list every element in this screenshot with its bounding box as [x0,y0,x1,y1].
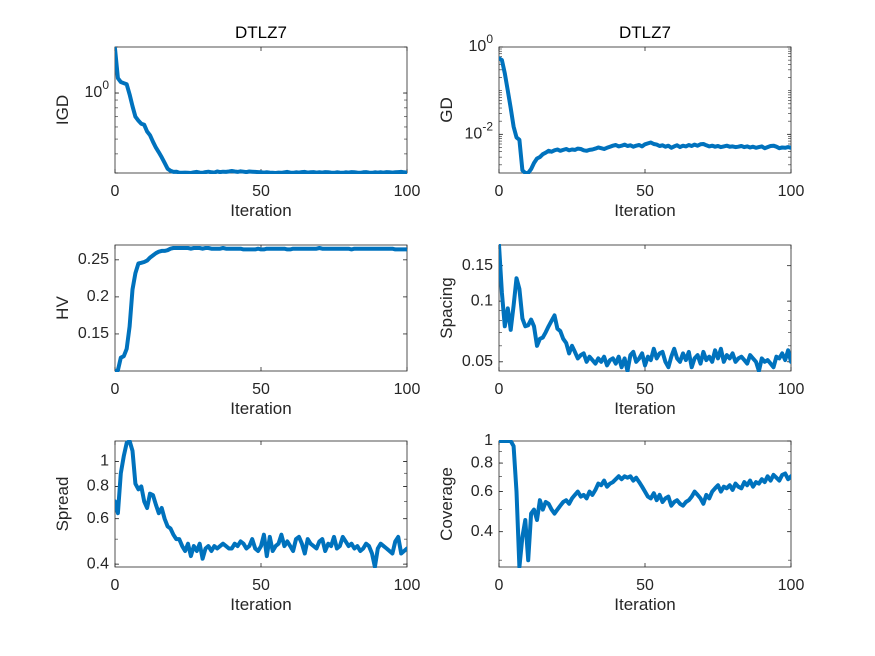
y-axis-label: GD [437,97,456,123]
y-tick-label: 0.05 [462,353,493,370]
x-tick-label: 0 [495,577,504,594]
y-tick-label: 0.4 [87,555,109,572]
y-axis-label: Coverage [437,467,456,541]
x-axis-label: Iteration [614,399,675,418]
axes-box [114,244,408,372]
x-axis-label: Iteration [614,201,675,220]
y-axis-label: Spread [53,477,72,532]
x-axis-label: Iteration [230,399,291,418]
y-tick-label: 100 [85,78,110,101]
y-axis-label: HV [53,296,72,320]
y-tick-label: 0.25 [78,251,109,268]
ticks: 0 50 100 0.4 0.6 0.8 1 [471,432,805,594]
x-tick-label: 100 [394,183,421,200]
y-tick-label: 0.8 [471,454,493,471]
x-tick-label: 0 [111,381,120,398]
ticks: 0 50 100 100 10-2 [465,32,805,200]
series-line-spread [115,440,407,568]
ticks: 0 50 100 0.15 0.2 0.25 [78,245,421,398]
y-tick-label: 0.4 [471,523,493,540]
x-tick-label: 100 [778,183,805,200]
x-tick-label: 50 [252,381,270,398]
y-axis-label: IGD [53,95,72,125]
series-line-coverage [499,440,791,568]
axes-box [498,244,792,372]
ticks: 0 50 100 0.4 0.6 0.8 1 [87,441,421,594]
x-tick-label: 100 [778,381,805,398]
x-tick-label: 0 [495,381,504,398]
x-axis-label: Iteration [230,595,291,614]
y-tick-label: 0.8 [87,478,109,495]
y-axis-label: Spacing [437,277,456,338]
chart-title: DTLZ7 [235,23,287,42]
subplot-spread: 0 50 100 0.4 0.6 0.8 1 Iteration Spread [53,440,421,614]
x-tick-label: 0 [111,577,120,594]
series-line-gd [499,56,791,174]
y-tick-label: 0.15 [462,257,493,274]
x-axis-label: Iteration [230,201,291,220]
subplot-igd: 0 50 100 100 Iteration IGD DTLZ7 [53,23,420,220]
series-line-spacing [499,244,791,372]
x-tick-label: 50 [636,381,654,398]
y-tick-label: 10-2 [465,119,494,142]
y-tick-label: 100 [469,32,494,55]
y-tick-label: 0.6 [87,510,109,527]
ticks: 0 50 100 100 [85,46,421,200]
y-tick-label: 1 [484,432,493,449]
x-tick-label: 0 [495,183,504,200]
x-tick-label: 100 [394,381,421,398]
x-tick-label: 50 [252,183,270,200]
y-tick-label: 0.1 [471,292,493,309]
y-tick-label: 0.6 [471,483,493,500]
x-axis-label: Iteration [614,595,675,614]
subplot-gd: 0 50 100 100 10-2 Iteration GD DTLZ7 [437,23,804,220]
y-tick-label: 0.2 [87,288,109,305]
ticks: 0 50 100 0.05 0.1 0.15 [462,245,805,398]
x-tick-label: 50 [636,183,654,200]
series-line-igd [115,46,407,174]
subplot-coverage: 0 50 100 0.4 0.6 0.8 1 Iteration Coverage [437,432,804,614]
subplot-hv: 0 50 100 0.15 0.2 0.25 Iteration HV [53,244,421,418]
chart-title: DTLZ7 [619,23,671,42]
axes-box [114,46,408,174]
y-tick-label: 1 [100,453,109,470]
x-tick-label: 100 [394,577,421,594]
x-tick-label: 50 [636,577,654,594]
x-tick-label: 50 [252,577,270,594]
y-tick-label: 0.15 [78,325,109,342]
x-tick-label: 0 [111,183,120,200]
subplot-spacing: 0 50 100 0.05 0.1 0.15 Iteration Spacing [437,244,805,418]
series-line-hv [115,246,407,372]
x-tick-label: 100 [778,577,805,594]
